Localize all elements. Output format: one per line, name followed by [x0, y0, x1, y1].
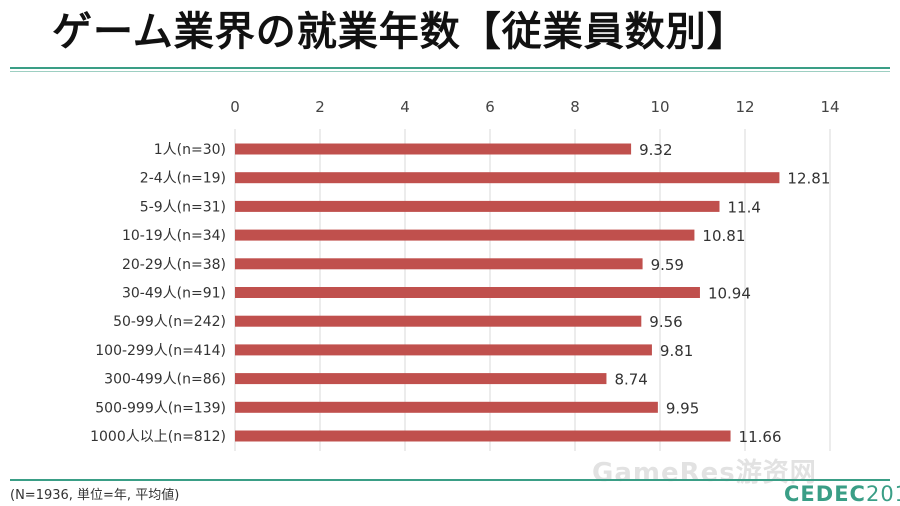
- x-axis-ticks: 0 2 4 6 8 10 12 14: [230, 98, 839, 116]
- value-labels: 9.32 12.81 11.4 10.81 9.59 10.94 9.56 9.81 8.74 9…: [614, 141, 830, 446]
- data-label: 9.56: [649, 313, 682, 331]
- data-label: 11.4: [728, 198, 761, 216]
- category-label: 100-299人(n=414): [95, 343, 226, 359]
- category-label: 500-999人(n=139): [95, 400, 226, 416]
- bar: [235, 373, 607, 385]
- bar: [235, 401, 658, 413]
- bar: [235, 287, 700, 298]
- data-label: 9.95: [666, 399, 699, 417]
- title-divider: [10, 67, 890, 69]
- category-label: 300-499人(n=86): [104, 372, 226, 388]
- bar: [235, 229, 695, 241]
- x-tick-label: 2: [315, 98, 325, 116]
- data-label: 12.81: [787, 170, 830, 188]
- data-label: 10.81: [702, 227, 745, 245]
- title-divider-thin: [10, 71, 890, 72]
- x-tick-label: 14: [820, 98, 839, 116]
- category-label: 1000人以上(n=812): [90, 429, 226, 445]
- category-label: 1人(n=30): [154, 142, 226, 158]
- bar: [235, 430, 731, 442]
- page-title: ゲーム業界の就業年数【従業員数別】: [52, 9, 748, 55]
- bars: [235, 143, 780, 442]
- bar: [235, 172, 780, 184]
- x-tick-label: 6: [485, 98, 495, 116]
- bar: [235, 200, 720, 212]
- logo-year: 2017: [865, 482, 900, 506]
- category-labels: 1人(n=30) 2-4人(n=19) 5-9人(n=31) 10-19人(n=34)…: [90, 142, 226, 445]
- footnote: (N=1936, 単位=年, 平均値): [10, 488, 180, 503]
- category-label: 5-9人(n=31): [140, 199, 226, 215]
- x-tick-label: 12: [735, 98, 754, 116]
- data-label: 11.66: [739, 428, 782, 446]
- category-label: 10-19人(n=34): [122, 228, 226, 244]
- category-label: 2-4人(n=19): [140, 171, 226, 187]
- x-tick-label: 0: [230, 98, 240, 116]
- category-label: 30-49人(n=91): [122, 286, 226, 302]
- data-label: 10.94: [708, 285, 751, 303]
- cedec-logo: CEDEC2017: [784, 482, 900, 506]
- data-label: 9.32: [639, 141, 672, 159]
- x-tick-label: 10: [650, 98, 669, 116]
- bar: [235, 315, 642, 327]
- category-label: 50-99人(n=242): [113, 314, 226, 330]
- logo-brand: CEDEC: [784, 482, 866, 506]
- data-label: 8.74: [614, 371, 647, 389]
- bar: [235, 344, 652, 356]
- watermark: GameRes游资网: [592, 458, 817, 488]
- category-label: 20-29人(n=38): [122, 257, 226, 273]
- data-label: 9.81: [660, 342, 693, 360]
- footer-divider: [10, 479, 890, 481]
- x-tick-label: 4: [400, 98, 410, 116]
- bar: [235, 143, 632, 155]
- x-tick-label: 8: [570, 98, 580, 116]
- bar: [235, 258, 643, 270]
- data-label: 9.59: [651, 256, 684, 274]
